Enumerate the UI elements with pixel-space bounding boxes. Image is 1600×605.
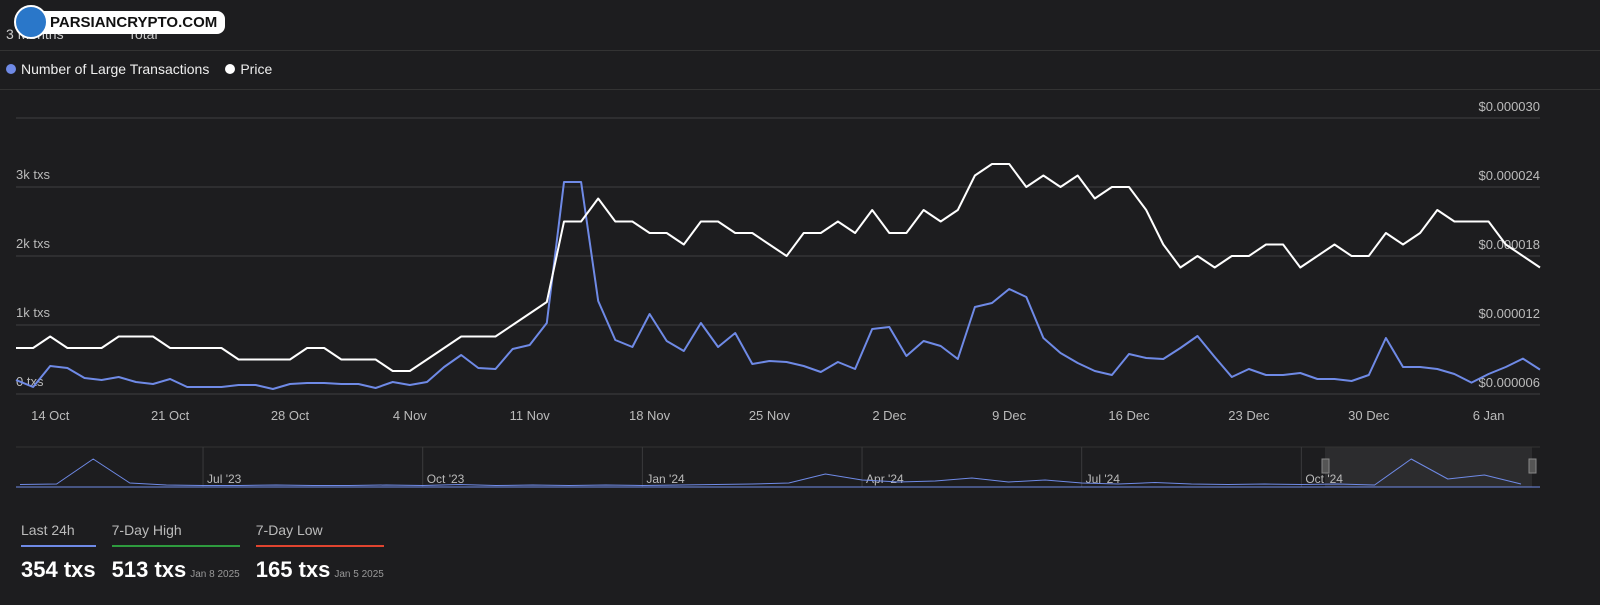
stat: 7-Day High 513 txs Jan 8 2025 xyxy=(111,522,240,583)
stat-number: 165 txs xyxy=(255,557,331,582)
separator xyxy=(0,89,1600,90)
watermark: PARSIANCRYPTO.COM xyxy=(14,5,226,39)
legend-swatch xyxy=(225,64,236,74)
x-tick-label: 18 Nov xyxy=(629,408,671,423)
legend-item[interactable]: Number of Large Transactions xyxy=(6,61,209,77)
legend-label: Price xyxy=(240,61,273,77)
watermark-text: PARSIANCRYPTO.COM xyxy=(34,10,226,34)
stat-label: 7-Day High xyxy=(111,522,240,547)
stat-number: 354 txs xyxy=(21,557,96,582)
x-tick-label: 30 Dec xyxy=(1348,408,1390,423)
stat: Last 24h 354 txs xyxy=(21,522,96,583)
navigator-label: Jan '24 xyxy=(646,472,685,486)
stat-date: Jan 8 2025 xyxy=(190,569,240,580)
series-line xyxy=(16,163,1541,372)
navigator-label: Apr '24 xyxy=(866,472,904,486)
y2-tick-label: $0.000018 xyxy=(1479,237,1540,252)
navigator-label: Jul '24 xyxy=(1086,472,1121,486)
navigator-handle[interactable] xyxy=(1528,458,1537,474)
series-line xyxy=(15,181,1541,390)
stat-label: Last 24h xyxy=(21,522,96,547)
y-tick-label: 2k txs xyxy=(16,236,50,251)
y2-tick-label: $0.000012 xyxy=(1479,306,1540,321)
legend: Number of Large Transactions Price xyxy=(6,61,272,77)
legend-item[interactable]: Price xyxy=(225,61,272,77)
navigator-label: Jul '23 xyxy=(207,472,242,486)
x-tick-label: 11 Nov xyxy=(510,408,551,423)
x-tick-label: 14 Oct xyxy=(31,408,70,423)
x-tick-label: 16 Dec xyxy=(1108,408,1150,423)
watermark-icon xyxy=(14,5,48,39)
y-tick-label: 3k txs xyxy=(16,167,50,182)
legend-swatch xyxy=(6,64,16,74)
stat: 7-Day Low 165 txs Jan 5 2025 xyxy=(255,522,384,583)
x-tick-label: 9 Dec xyxy=(992,408,1026,423)
stat-number: 513 txs xyxy=(111,557,187,582)
stat-value: 165 txs Jan 5 2025 xyxy=(256,557,384,583)
navigator-window[interactable] xyxy=(1325,447,1532,487)
navigator-label: Oct '24 xyxy=(1305,472,1343,486)
y-tick-label: 0 txs xyxy=(16,374,44,389)
x-tick-label: 25 Nov xyxy=(749,408,791,423)
chart: $0.000006 $0.000012 $0.000018 $0.000024 $0.0… xyxy=(15,99,1541,488)
x-tick-label: 4 Nov xyxy=(393,408,427,423)
y-tick-label: 1k txs xyxy=(16,305,50,320)
x-tick-label: 23 Dec xyxy=(1228,408,1270,423)
stat-date: Jan 5 2025 xyxy=(334,569,384,580)
stats: Last 24h 354 txs 7-Day High 513 txs Jan 8 2… xyxy=(21,522,384,583)
navigator-label: Oct '23 xyxy=(427,472,465,486)
x-tick-label: 28 Oct xyxy=(271,408,310,423)
y2-tick-label: $0.000006 xyxy=(1479,375,1540,390)
stat-label: 7-Day Low xyxy=(255,522,384,547)
legend-label: Number of Large Transactions xyxy=(21,61,210,77)
x-tick-label: 21 Oct xyxy=(151,408,190,423)
navigator-line xyxy=(19,458,1522,486)
x-tick-label: 2 Dec xyxy=(872,408,906,423)
x-tick-label: 6 Jan xyxy=(1473,408,1505,423)
stat-value: 354 txs xyxy=(21,557,96,583)
navigator-handle[interactable] xyxy=(1321,458,1330,474)
top-bar: 3 Months Total PARSIANCRYPTO.COM xyxy=(0,0,1600,51)
y2-tick-label: $0.000024 xyxy=(1479,168,1540,183)
stat-value: 513 txs Jan 8 2025 xyxy=(112,557,240,583)
y2-tick-label: $0.000030 xyxy=(1479,99,1540,114)
